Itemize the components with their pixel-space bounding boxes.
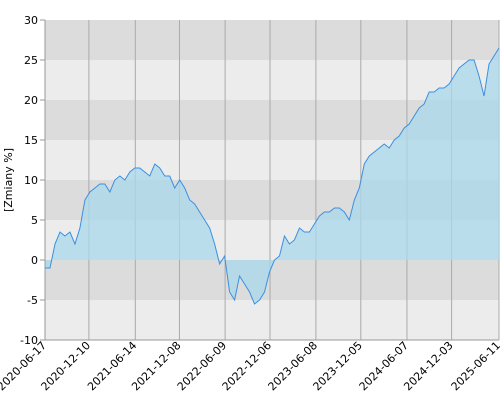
y-tick-label: 5 — [31, 214, 38, 227]
y-tick-label: 10 — [24, 174, 38, 187]
x-tick-label: 2025-06-11 — [449, 339, 500, 393]
y-axis-label: [Zmiany %] — [2, 148, 15, 212]
background-band — [45, 300, 499, 340]
y-tick-label: 0 — [31, 254, 38, 267]
y-tick-label: 30 — [24, 14, 38, 27]
line — [45, 47, 500, 305]
y-tick-label: -5 — [27, 294, 38, 307]
y-tick-label: -10 — [20, 334, 38, 347]
y-tick-label: 20 — [24, 94, 38, 107]
area — [45, 48, 499, 304]
y-tick-label: 15 — [24, 134, 38, 147]
y-tick-label: 25 — [24, 54, 38, 67]
background-band — [45, 60, 499, 100]
background-band — [45, 20, 499, 60]
